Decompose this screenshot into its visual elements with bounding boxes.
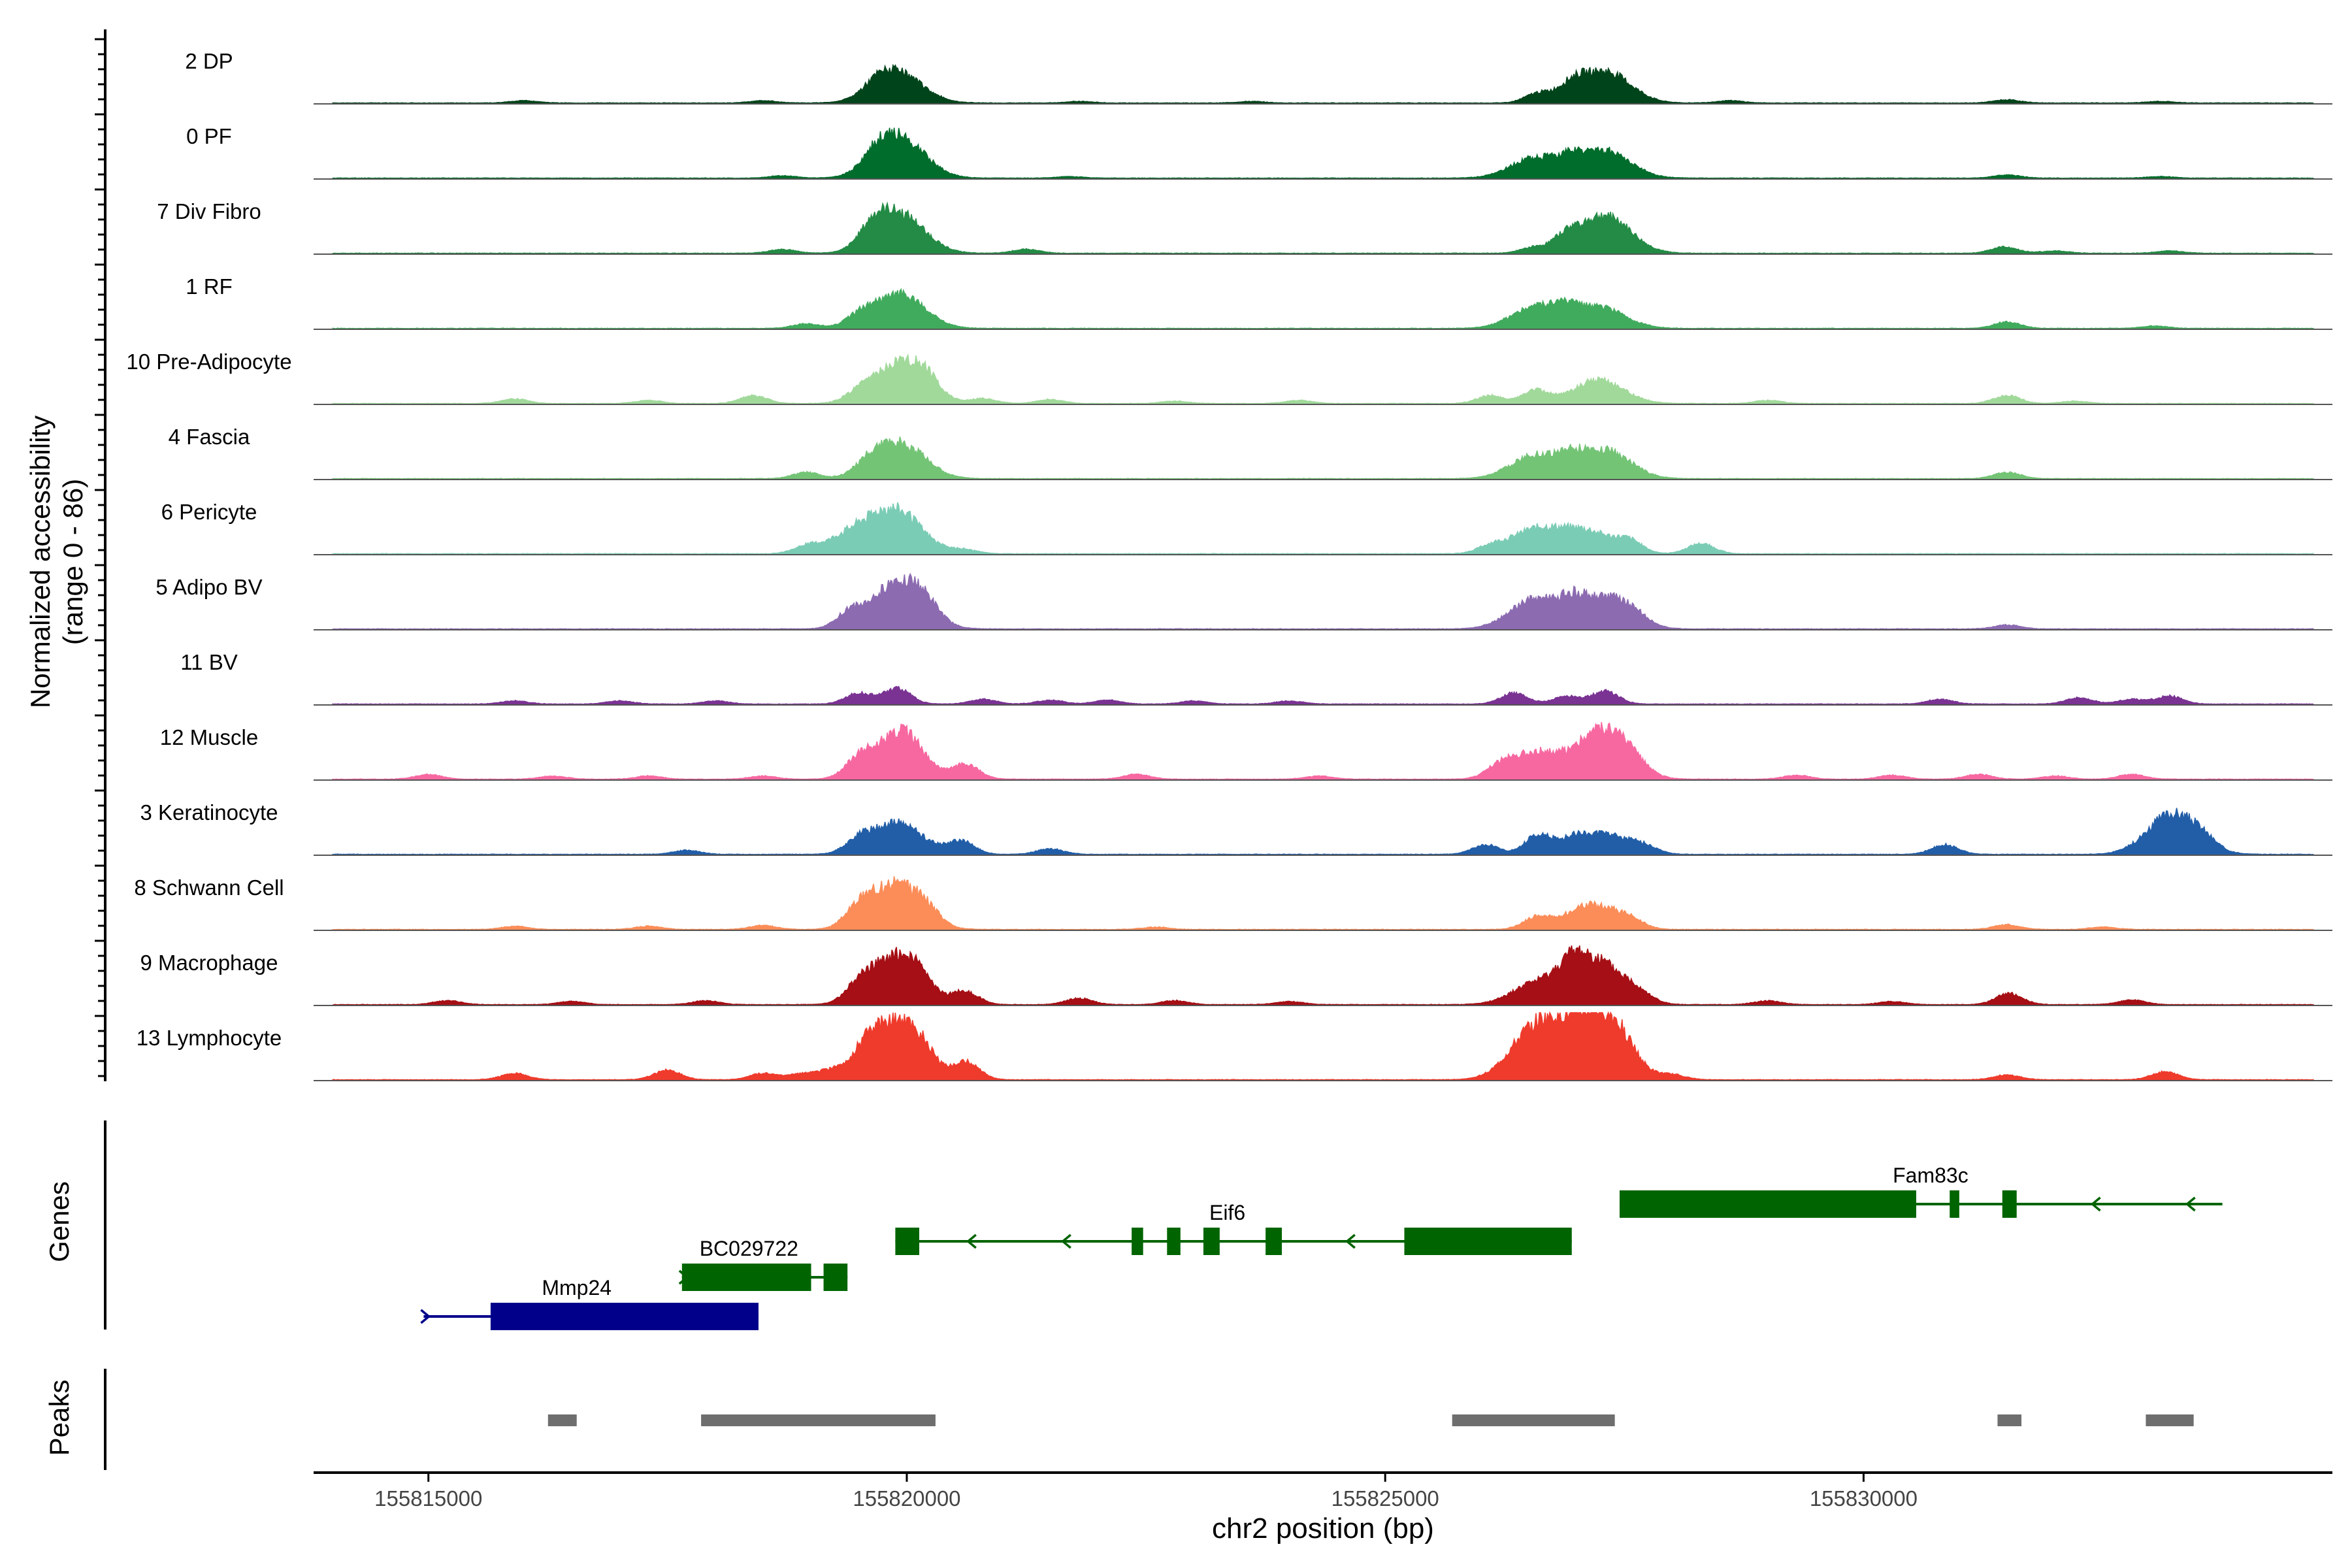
y-axis-title-line1: Normalized accessibility xyxy=(25,416,56,708)
coverage-area xyxy=(332,353,2314,404)
strand-arrow xyxy=(2185,1196,2196,1212)
strand-arrow xyxy=(2090,1196,2101,1212)
peak-regions-track xyxy=(547,1414,2194,1426)
peaks-label: Peaks xyxy=(44,1380,74,1456)
track-label: 7 Div Fibro xyxy=(157,199,261,223)
gene-exon xyxy=(1167,1228,1181,1255)
strand-arrow xyxy=(420,1309,431,1324)
peak-region xyxy=(701,1414,936,1426)
coverage-track: 4 Fascia xyxy=(169,425,2332,480)
gene-exon xyxy=(1132,1228,1143,1255)
coverage-tracks: 2 DP 0 PF 7 Div Fibro 1 RF 10 Pre-Adipocyte 4… xyxy=(126,49,2332,1081)
track-label: 13 Lymphocyte xyxy=(137,1026,282,1050)
gene-exon xyxy=(1619,1190,1916,1218)
coverage-track: 8 Schwann Cell xyxy=(134,875,2332,931)
gene-name-label: BC029722 xyxy=(700,1237,798,1260)
coverage-track: 12 Muscle xyxy=(160,722,2332,781)
coverage-area xyxy=(332,502,2314,555)
coverage-area xyxy=(332,1011,2314,1081)
coverage-area xyxy=(332,127,2314,179)
x-tick-label: 155820000 xyxy=(853,1486,960,1511)
track-label: 8 Schwann Cell xyxy=(134,875,284,900)
coverage-track: 10 Pre-Adipocyte xyxy=(126,350,2332,405)
gene-exon xyxy=(1950,1190,1959,1218)
x-axis-title: chr2 position (bp) xyxy=(1212,1512,1434,1544)
strand-arrow xyxy=(966,1233,977,1249)
gene-annotation-track: Mmp24 BC029722 Eif6 Fam83c xyxy=(420,1164,2223,1330)
track-label: 11 BV xyxy=(180,650,237,674)
coverage-area xyxy=(332,685,2314,705)
gene-exon xyxy=(1203,1228,1220,1255)
peak-region xyxy=(547,1414,577,1426)
gene-exon xyxy=(1404,1228,1572,1255)
gene-name-label: Eif6 xyxy=(1209,1201,1245,1224)
x-tick-label: 155815000 xyxy=(374,1486,482,1511)
track-label: 6 Pericyte xyxy=(161,500,257,524)
gene-exon xyxy=(681,1264,811,1291)
genes-label: Genes xyxy=(44,1181,74,1262)
track-label: 0 PF xyxy=(186,124,232,148)
gene-model: Fam83c xyxy=(1619,1164,2223,1218)
coverage-area xyxy=(332,808,2314,855)
gene-model: BC029722 xyxy=(678,1237,848,1291)
coverage-area xyxy=(332,722,2314,780)
coverage-track: 9 Macrophage xyxy=(140,945,2332,1006)
track-label: 2 DP xyxy=(185,49,233,73)
strand-arrow xyxy=(1345,1233,1356,1249)
gene-exon xyxy=(490,1303,759,1330)
x-tick-label: 155830000 xyxy=(1810,1486,1918,1511)
track-label: 12 Muscle xyxy=(160,725,258,749)
x-axis-ticks: 155815000 155820000 155825000 155830000 xyxy=(374,1473,1918,1511)
track-label: 1 RF xyxy=(186,274,233,299)
gene-model: Eif6 xyxy=(895,1201,1572,1255)
coverage-area xyxy=(332,287,2314,329)
track-label: 3 Keratinocyte xyxy=(140,800,278,825)
coverage-track: 11 BV xyxy=(180,650,2332,706)
y-axis-title-line2: (range 0 - 86) xyxy=(57,479,88,645)
strand-arrow xyxy=(678,1269,689,1285)
coverage-y-ticks xyxy=(95,38,105,1077)
strand-arrow xyxy=(1061,1233,1071,1249)
track-label: 9 Macrophage xyxy=(140,951,278,975)
gene-exon xyxy=(2002,1190,2017,1218)
gene-exon xyxy=(1266,1228,1282,1255)
coverage-track: 3 Keratinocyte xyxy=(140,800,2332,856)
peak-region xyxy=(1997,1414,2022,1426)
coverage-track: 13 Lymphocyte xyxy=(137,1011,2332,1081)
gene-exon xyxy=(895,1228,919,1255)
x-tick-label: 155825000 xyxy=(1331,1486,1439,1511)
coverage-track: 1 RF xyxy=(186,274,2332,330)
gene-model: Mmp24 xyxy=(420,1276,759,1330)
coverage-area xyxy=(333,945,2314,1005)
peak-region xyxy=(1452,1414,1615,1426)
track-label: 5 Adipo BV xyxy=(155,575,262,599)
coverage-track: 7 Div Fibro xyxy=(157,199,2332,255)
coverage-track: 5 Adipo BV xyxy=(155,572,2332,630)
gene-exon xyxy=(823,1264,848,1291)
gene-name-label: Fam83c xyxy=(1893,1164,1968,1187)
track-label: 4 Fascia xyxy=(169,425,250,449)
peak-region xyxy=(2146,1414,2194,1426)
coverage-area xyxy=(332,63,2314,104)
coverage-area xyxy=(332,436,2314,480)
coverage-track: 2 DP xyxy=(185,49,2332,105)
gene-name-label: Mmp24 xyxy=(542,1276,612,1299)
coverage-track: 0 PF xyxy=(186,124,2332,180)
coverage-area xyxy=(332,876,2314,930)
coverage-area xyxy=(332,201,2314,254)
coverage-track: 6 Pericyte xyxy=(161,500,2332,555)
track-label: 10 Pre-Adipocyte xyxy=(126,350,291,374)
